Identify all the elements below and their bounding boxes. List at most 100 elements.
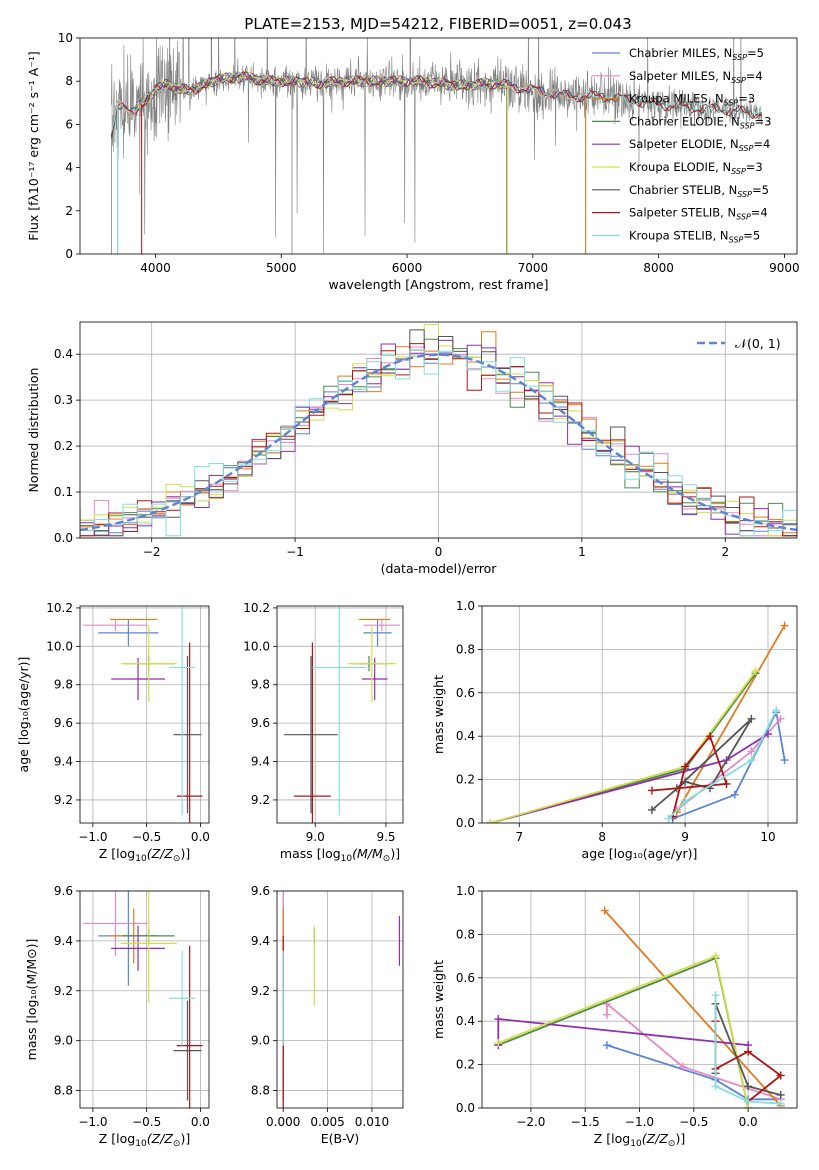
x-axis-label: Z [log10(Z/Z⊙)]	[99, 846, 190, 864]
weight-marker-salpeter-stelib	[705, 732, 714, 741]
weight-line-chabrier-elodie	[490, 672, 757, 823]
plot-area	[282, 891, 401, 1108]
x-tick-label: 9.5	[376, 830, 395, 844]
y-tick-label: 0.8	[456, 642, 475, 656]
weight-marker-salpeter-miles	[678, 1062, 687, 1071]
y-tick-label: 0.0	[456, 1101, 475, 1115]
weight-line-kroupa-elodie	[490, 670, 757, 823]
weight-marker-chabrier-stelib	[776, 1090, 785, 1099]
y-tick-label: 9.6	[54, 716, 73, 730]
residuals-histogram: −2 −1 0 1 2 0.0 0.1 0.2 0.3 0.4 𝒩(0, 1) (data-model…	[26, 321, 798, 576]
x-tick-label: −1.5	[571, 1115, 600, 1129]
weight-marker-kroupa-stelib	[747, 756, 756, 765]
y-tick-label: 9.6	[251, 716, 270, 730]
y-tick-label: 9.6	[251, 884, 270, 898]
weight-marker-chabrier-miles	[730, 790, 739, 799]
y-tick-label: 8.8	[54, 1084, 73, 1098]
axes-frame	[79, 605, 210, 824]
y-tick-label: 0.2	[456, 773, 475, 787]
y-tick-label: 0.4	[456, 729, 475, 743]
x-tick-label: 0.0	[191, 830, 210, 844]
axes-frame	[79, 37, 798, 255]
legend-label: Salpeter STELIB, NSSP=4	[629, 206, 768, 222]
weight-marker-kroupa-stelib	[744, 1097, 753, 1106]
legend-label: Chabrier MILES, NSSP=5	[629, 46, 764, 62]
model-spectrum-salpeter-miles	[110, 71, 586, 135]
weight-marker-kroupa-stelib	[711, 1082, 720, 1091]
weight-line-chabrier-miles	[606, 1044, 781, 1101]
y-axis-label: Flux [fλ10⁻¹⁷ erg cm⁻² s⁻¹ A⁻¹]	[26, 51, 41, 240]
axes-frame	[481, 890, 798, 1109]
y-tick-label: 10	[58, 31, 73, 45]
plot-area	[83, 891, 203, 1108]
weight-marker-kroupa-stelib	[664, 814, 673, 823]
y-tick-label: 0.0	[54, 531, 73, 545]
weight-marker-chabrier-stelib	[744, 1082, 753, 1091]
weight-marker-chabrier-miles	[780, 756, 789, 765]
x-tick-label: 0	[435, 545, 443, 559]
y-axis-label: mass [log₁₀(M/M⊙)]	[24, 939, 39, 1061]
weight-marker-salpeter-stelib	[681, 762, 690, 771]
x-tick-label: 8000	[643, 261, 674, 275]
weight-marker-kroupa-elodie	[711, 952, 720, 961]
x-tick-label: −0.5	[679, 1115, 708, 1129]
y-tick-label: 10.0	[243, 639, 270, 653]
weight-line-kroupa-miles	[676, 625, 786, 813]
weight-marker-salpeter-stelib	[744, 1047, 753, 1056]
x-tick-label: 6000	[392, 261, 423, 275]
x-tick-label: 0.000	[266, 1115, 300, 1129]
x-tick-label: −1	[286, 545, 304, 559]
x-tick-label: 7	[515, 830, 523, 844]
weight-marker-kroupa-elodie	[494, 1038, 503, 1047]
x-tick-label: 2	[721, 545, 729, 559]
y-tick-label: 0.4	[54, 347, 73, 361]
weight-marker-salpeter-stelib	[776, 1071, 785, 1080]
legend-label: Kroupa STELIB, NSSP=5	[629, 228, 760, 244]
weight-vs-metallicity-plot: −2.0 −1.5 −1.0 −0.5 0.0 0.0 0.2 0.4 0.6 0.8 1.0 Z […	[431, 884, 798, 1149]
y-tick-label: 9.4	[251, 934, 270, 948]
weight-line-chabrier-elodie	[497, 957, 749, 1108]
y-tick-label: 9.2	[54, 793, 73, 807]
weight-line-kroupa-miles	[604, 909, 782, 1107]
plot-area	[284, 606, 401, 823]
weight-vs-age-plot: 7 8 9 10 0.0 0.2 0.4 0.6 0.8 1.0 age [log₁₀(age/yr…	[431, 599, 798, 861]
legend-label: Kroupa ELODIE, NSSP=3	[629, 160, 763, 176]
legend-label: Chabrier ELODIE, NSSP=3	[629, 114, 771, 130]
y-axis-label: mass weight	[431, 675, 446, 754]
axes-frame	[481, 605, 798, 824]
y-tick-label: 1.0	[456, 599, 475, 613]
weight-marker-kroupa-miles	[600, 906, 609, 915]
y-tick-label: 0.6	[456, 686, 475, 700]
y-axis-label: mass weight	[431, 960, 446, 1039]
x-tick-label: −1.0	[625, 1115, 654, 1129]
plot-area	[83, 606, 203, 823]
x-tick-label: 5000	[266, 261, 297, 275]
y-tick-label: 10.2	[46, 601, 73, 615]
x-tick-label: 0.0	[191, 1115, 210, 1129]
weight-line-salpeter-elodie	[497, 1018, 749, 1046]
plot-area	[486, 621, 789, 823]
weight-marker-chabrier-stelib	[681, 777, 690, 786]
weight-marker-chabrier-stelib	[747, 714, 756, 723]
x-tick-label: −1.0	[78, 1115, 107, 1129]
x-tick-label: 0.010	[355, 1115, 389, 1129]
x-tick-label: 0.005	[310, 1115, 344, 1129]
legend-label: Kroupa MILES, NSSP=3	[629, 92, 755, 108]
y-tick-label: 0.8	[456, 927, 475, 941]
plot-area	[80, 324, 797, 537]
x-tick-label: 8	[598, 830, 606, 844]
y-tick-label: 0.6	[456, 971, 475, 985]
x-tick-label: −0.5	[132, 830, 161, 844]
weight-marker-salpeter-miles	[747, 747, 756, 756]
y-tick-label: 9.0	[251, 1034, 270, 1048]
legend-label: Salpeter MILES, NSSP=4	[629, 69, 763, 85]
axes-frame	[276, 890, 404, 1109]
plot-area	[110, 38, 762, 254]
weight-marker-chabrier-miles	[602, 1041, 611, 1050]
weight-marker-kroupa-elodie	[486, 819, 495, 823]
plot-area	[494, 906, 785, 1108]
y-tick-label: 10.0	[46, 639, 73, 653]
x-axis-label: E(B-V)	[321, 1131, 360, 1146]
model-spectrum-salpeter-stelib	[110, 71, 762, 137]
